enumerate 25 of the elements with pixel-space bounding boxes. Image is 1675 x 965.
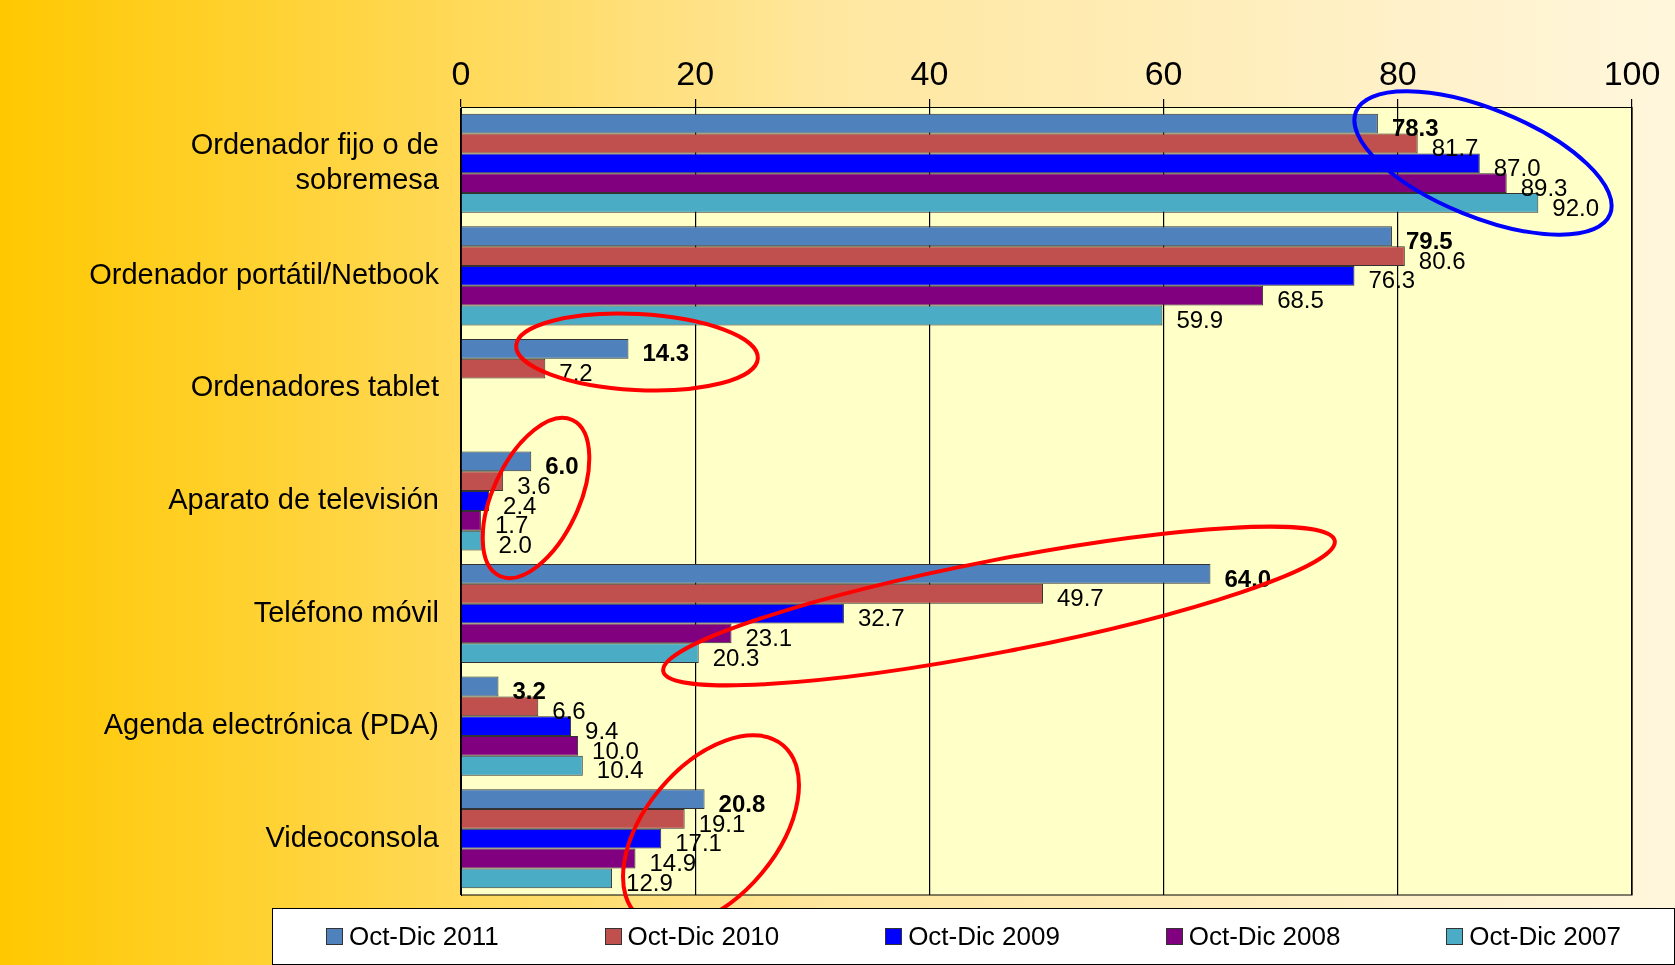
legend-label: Oct-Dic 2010 [627,921,780,952]
y-tick-label: Ordenadores tablet [190,370,439,403]
x-tick-label: 0 [451,53,471,92]
x-tick-label: 100 [1603,53,1661,92]
y-tick-label: Ordenador fijo o de sobremesa [190,127,440,195]
x-tick-label: 40 [910,53,949,92]
x-tick-label: 60 [1144,53,1183,92]
data-label: 49.7 [1056,584,1104,612]
y-tick-label: Agenda electrónica (PDA) [103,708,439,741]
data-label: 59.9 [1176,306,1224,334]
legend-label: Oct-Dic 2008 [1188,921,1341,952]
data-label: 14.3 [642,339,690,367]
x-tick-label: 20 [676,53,715,92]
data-label: 6.6 [552,696,586,724]
y-tick-label: Videoconsola [265,820,440,853]
y-tick-label: Teléfono móvil [253,595,439,628]
legend-label: Oct-Dic 2009 [908,921,1060,952]
x-tick-label: 80 [1378,53,1417,92]
y-tick-label: Ordenador portátil/Netbook [89,257,440,290]
y-tick-label: Aparato de televisión [168,483,439,515]
data-label: 68.5 [1277,286,1324,314]
data-label: 32.7 [857,604,905,632]
legend-label: Oct-Dic 2011 [348,921,499,952]
data-label: 3.2 [512,677,546,705]
legend-label: Oct-Dic 2007 [1469,921,1622,952]
